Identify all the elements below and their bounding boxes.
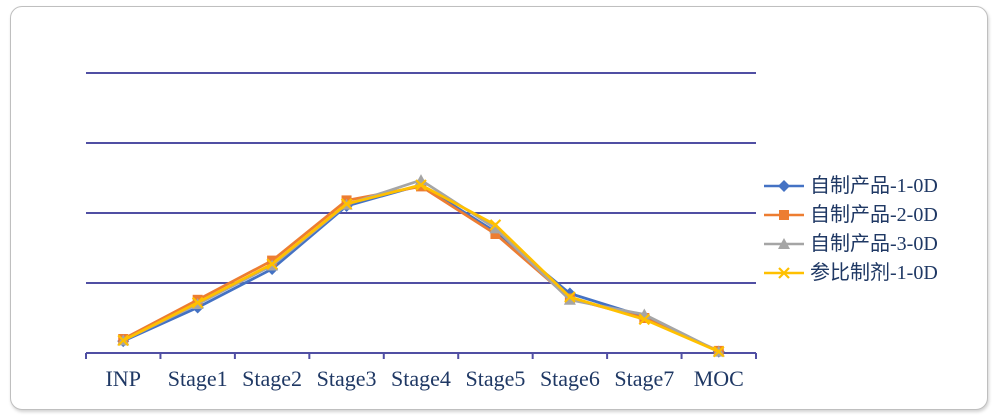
legend-symbol xyxy=(764,210,804,220)
triangle-marker-icon xyxy=(489,222,502,234)
series-line xyxy=(122,183,720,353)
x-marker-icon xyxy=(340,198,353,210)
legend-item: 参比制剂-1-0D xyxy=(763,262,938,284)
x-axis-label: Stage1 xyxy=(168,366,228,391)
series-line xyxy=(122,178,720,353)
x-axis-label: Stage5 xyxy=(465,366,525,391)
square-marker-icon xyxy=(490,229,501,239)
triangle-marker-icon xyxy=(778,238,790,249)
x-axis-label: INP xyxy=(105,366,140,391)
diamond-marker-icon xyxy=(778,180,790,192)
x-marker-icon xyxy=(266,258,278,270)
legend-symbol xyxy=(764,238,804,249)
x-marker-icon xyxy=(638,313,651,326)
x-marker-icon xyxy=(117,334,130,347)
x-axis-label: Stage7 xyxy=(614,366,674,391)
x-axis-label: Stage6 xyxy=(540,366,600,391)
legend-item: 自制产品-2-0D xyxy=(763,204,938,226)
x-axis-label: Stage2 xyxy=(242,366,302,391)
legend-symbol xyxy=(764,180,804,192)
series-line xyxy=(122,184,720,353)
legend-label: 自制产品-2-0D xyxy=(810,204,938,226)
legend-item: 自制产品-1-0D xyxy=(763,175,938,197)
legend-label: 参比制剂-1-0D xyxy=(810,262,938,284)
x-marker-icon xyxy=(712,345,725,358)
legend-symbol xyxy=(764,267,804,279)
square-marker-icon xyxy=(779,210,789,220)
legend-label: 自制产品-1-0D xyxy=(810,175,938,197)
triangle-marker-icon xyxy=(563,293,576,305)
chart-legend: 自制产品-1-0D 自制产品-2-0D 自制产品-3-0D 参比制剂-1-0D xyxy=(763,175,938,284)
x-marker-icon xyxy=(191,296,204,309)
x-axis-label: Stage4 xyxy=(391,366,451,391)
legend-item: 自制产品-3-0D xyxy=(763,233,938,255)
x-marker-icon xyxy=(415,179,427,191)
series-line xyxy=(122,183,720,353)
chart-panel: INP Stage1 Stage2 Stage3 Stage4 Stage5 Stage6 S… xyxy=(10,6,988,410)
x-axis-label: MOC xyxy=(694,366,744,391)
x-marker-icon xyxy=(564,291,576,303)
x-marker-icon xyxy=(778,267,790,279)
x-axis-label: Stage3 xyxy=(317,366,377,391)
x-marker-icon xyxy=(489,219,502,231)
line-chart: INP Stage1 Stage2 Stage3 Stage4 Stage5 Stage6 S… xyxy=(85,72,757,391)
legend-label: 自制产品-3-0D xyxy=(810,233,938,255)
